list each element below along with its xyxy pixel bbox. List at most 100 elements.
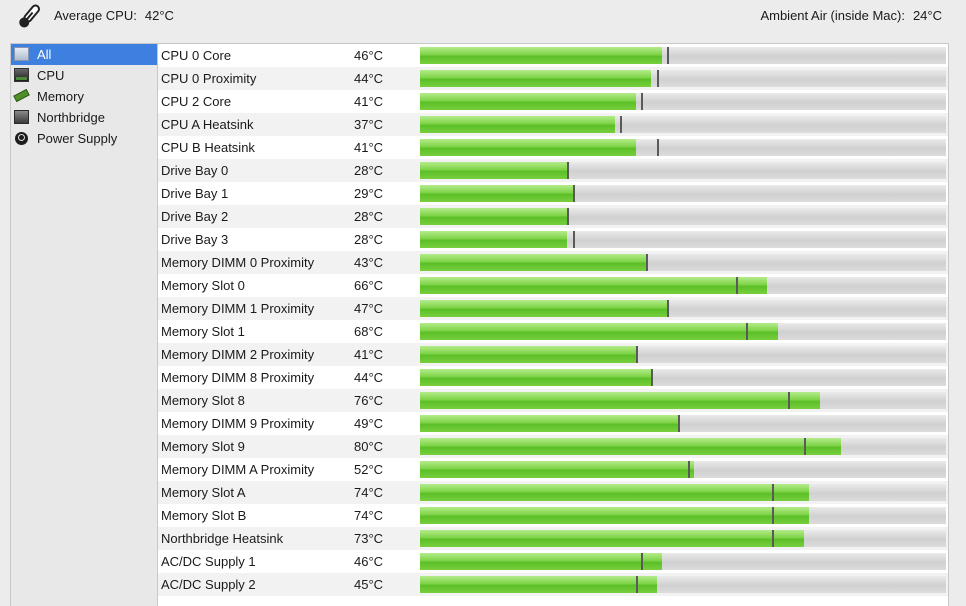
temperature-bar-fill: [420, 300, 667, 317]
peak-temperature-marker: [772, 507, 774, 524]
sensor-temperature: 74°C: [354, 508, 384, 523]
temperature-bar-fill: [420, 576, 657, 593]
table-row[interactable]: Memory Slot 9 80°C: [158, 435, 948, 458]
sensor-name: Memory Slot 8: [161, 393, 245, 408]
table-row[interactable]: Memory Slot B 74°C: [158, 504, 948, 527]
sensor-name: Memory DIMM 1 Proximity: [161, 301, 315, 316]
temperature-bar-track: [420, 576, 946, 593]
temperature-bar-track: [420, 346, 946, 363]
table-row[interactable]: Drive Bay 2 28°C: [158, 205, 948, 228]
sidebar-item-cpu[interactable]: CPU: [11, 65, 157, 86]
table-row[interactable]: CPU B Heatsink 41°C: [158, 136, 948, 159]
table-row[interactable]: CPU 0 Proximity 44°C: [158, 67, 948, 90]
peak-temperature-marker: [573, 185, 575, 202]
table-row[interactable]: Memory DIMM 8 Proximity 44°C: [158, 366, 948, 389]
sensor-name: Memory DIMM 8 Proximity: [161, 370, 315, 385]
table-row[interactable]: CPU A Heatsink 37°C: [158, 113, 948, 136]
table-row[interactable]: CPU 2 Core 41°C: [158, 90, 948, 113]
temperature-bar-track: [420, 70, 946, 87]
table-row[interactable]: CPU 0 Core 46°C: [158, 44, 948, 67]
cpu-icon: [14, 68, 29, 82]
peak-temperature-marker: [804, 438, 806, 455]
sensor-temperature: 52°C: [354, 462, 384, 477]
sensor-group-list: All CPU Memory Northbridge Power Supply: [10, 43, 158, 606]
sensor-name: Drive Bay 0: [161, 163, 229, 178]
sensor-name: CPU 2 Core: [161, 94, 232, 109]
sensor-name: Drive Bay 3: [161, 232, 229, 247]
sensor-name: Memory DIMM A Proximity: [161, 462, 315, 477]
table-row[interactable]: Memory DIMM A Proximity 52°C: [158, 458, 948, 481]
sensor-temperature: 68°C: [354, 324, 384, 339]
temperature-bar-fill: [420, 231, 567, 248]
temperature-bar-track: [420, 323, 946, 340]
sensor-temperature: 80°C: [354, 439, 384, 454]
temperature-bar-track: [420, 185, 946, 202]
sensor-name: Memory DIMM 2 Proximity: [161, 347, 315, 362]
peak-temperature-marker: [620, 116, 622, 133]
sensor-name: Memory DIMM 0 Proximity: [161, 255, 315, 270]
temperature-bar-fill: [420, 162, 567, 179]
peak-temperature-marker: [636, 576, 638, 593]
peak-temperature-marker: [772, 484, 774, 501]
temperature-bar-track: [420, 208, 946, 225]
peak-temperature-marker: [678, 415, 680, 432]
table-row[interactable]: Northbridge Heatsink 73°C: [158, 527, 948, 550]
table-row[interactable]: Drive Bay 3 28°C: [158, 228, 948, 251]
sensor-temperature: 44°C: [354, 370, 384, 385]
sensor-temperature: 46°C: [354, 554, 384, 569]
sensor-name: Memory Slot 1: [161, 324, 245, 339]
sensor-temperature: 66°C: [354, 278, 384, 293]
peak-temperature-marker: [657, 70, 659, 87]
sidebar-item-all[interactable]: All: [11, 44, 157, 65]
sensor-temperature: 28°C: [354, 209, 384, 224]
table-row[interactable]: Memory DIMM 9 Proximity 49°C: [158, 412, 948, 435]
average-cpu-label: Average CPU:: [54, 8, 137, 23]
peak-temperature-marker: [636, 346, 638, 363]
temperature-bar-fill: [420, 139, 636, 156]
sensor-name: AC/DC Supply 1: [161, 554, 256, 569]
peak-temperature-marker: [657, 139, 659, 156]
table-row[interactable]: Memory Slot 8 76°C: [158, 389, 948, 412]
sensor-temperature: 73°C: [354, 531, 384, 546]
temperature-bar-track: [420, 300, 946, 317]
table-row[interactable]: Drive Bay 0 28°C: [158, 159, 948, 182]
sidebar-item-power-supply[interactable]: Power Supply: [11, 128, 157, 149]
peak-temperature-marker: [646, 254, 648, 271]
temperature-bar-track: [420, 47, 946, 64]
table-row[interactable]: Memory Slot 0 66°C: [158, 274, 948, 297]
ambient-air-label: Ambient Air (inside Mac):: [760, 8, 905, 23]
peak-temperature-marker: [567, 208, 569, 225]
temperature-bar-fill: [420, 415, 678, 432]
temperature-bar-fill: [420, 254, 646, 271]
table-row[interactable]: Memory DIMM 0 Proximity 43°C: [158, 251, 948, 274]
temperature-bar-fill: [420, 553, 662, 570]
sidebar-item-label: Memory: [37, 89, 84, 104]
temperature-bar-track: [420, 139, 946, 156]
sensor-temperature: 43°C: [354, 255, 384, 270]
sidebar-item-memory[interactable]: Memory: [11, 86, 157, 107]
table-row[interactable]: Memory DIMM 1 Proximity 47°C: [158, 297, 948, 320]
sensor-temperature: 28°C: [354, 232, 384, 247]
temperature-bar-fill: [420, 323, 778, 340]
temperature-bar-fill: [420, 116, 615, 133]
table-row[interactable]: Memory Slot A 74°C: [158, 481, 948, 504]
peak-temperature-marker: [688, 461, 690, 478]
temperature-bar-track: [420, 231, 946, 248]
temperature-bar-fill: [420, 392, 820, 409]
average-cpu-readout: Average CPU: 42°C: [54, 8, 174, 23]
temperature-bar-fill: [420, 484, 809, 501]
sidebar-item-northbridge[interactable]: Northbridge: [11, 107, 157, 128]
sensor-name: AC/DC Supply 2: [161, 577, 256, 592]
table-row[interactable]: AC/DC Supply 2 45°C: [158, 573, 948, 596]
peak-temperature-marker: [641, 93, 643, 110]
table-row[interactable]: AC/DC Supply 1 46°C: [158, 550, 948, 573]
sensor-temperature: 37°C: [354, 117, 384, 132]
sensor-name: Drive Bay 1: [161, 186, 229, 201]
ambient-air-readout: Ambient Air (inside Mac): 24°C: [760, 8, 942, 23]
sensor-name: Memory Slot B: [161, 508, 247, 523]
peak-temperature-marker: [746, 323, 748, 340]
table-row[interactable]: Memory DIMM 2 Proximity 41°C: [158, 343, 948, 366]
table-row[interactable]: Memory Slot 1 68°C: [158, 320, 948, 343]
power-supply-icon: [15, 132, 28, 145]
table-row[interactable]: Drive Bay 1 29°C: [158, 182, 948, 205]
